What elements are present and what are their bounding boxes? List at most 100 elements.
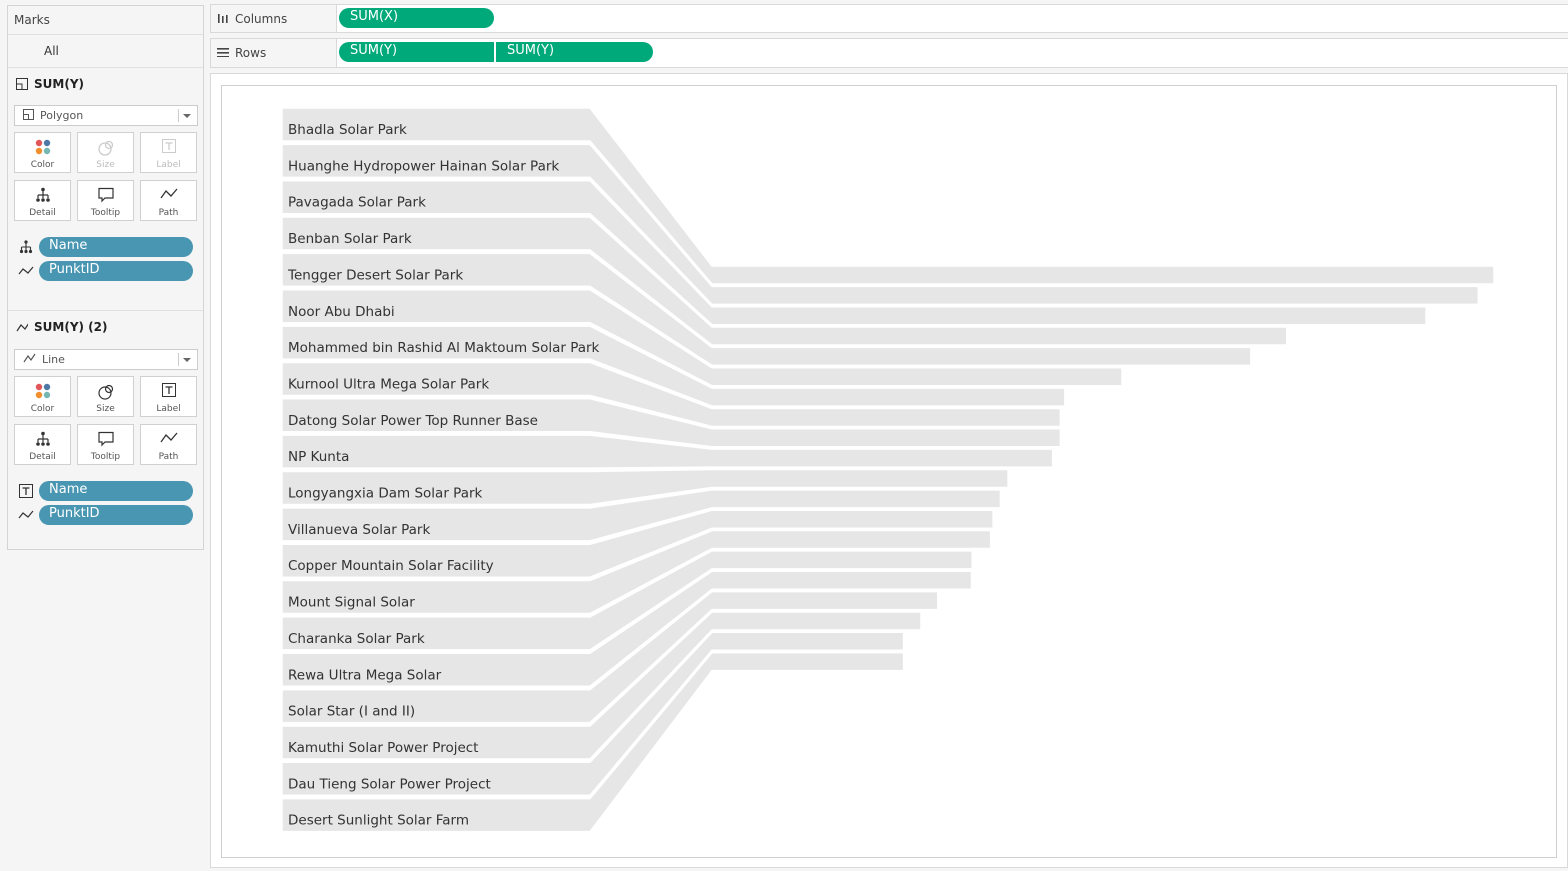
chevron-down-icon[interactable]	[183, 358, 191, 362]
viz-view: Bhadla Solar Park Huanghe Hydropower Hain…	[210, 73, 1568, 868]
detail-card[interactable]: Detail	[14, 424, 71, 465]
size-icon	[97, 140, 113, 156]
label-card[interactable]: Label	[140, 376, 197, 417]
category-label: Copper Mountain Solar Facility	[288, 558, 494, 574]
bar-15[interactable]	[281, 550, 973, 651]
category-label: Rewa Ultra Mega Solar	[288, 667, 442, 683]
category-label: Kurnool Ultra Mega Solar Park	[288, 376, 489, 392]
bar-1[interactable]	[281, 107, 1495, 285]
bar-17[interactable]	[281, 590, 939, 724]
card-label: Detail	[29, 208, 56, 218]
category-label: Charanka Solar Park	[288, 631, 425, 647]
sum-x-pill[interactable]: SUM(X)	[339, 8, 494, 28]
path-card[interactable]: Path	[140, 424, 197, 465]
mark-type-value: Line	[42, 353, 65, 366]
label-icon	[161, 383, 176, 397]
marks-header: Marks	[8, 6, 203, 35]
path-icon	[16, 261, 36, 281]
rows-icon	[217, 46, 229, 60]
columns-drop-area[interactable]: SUM(X)	[337, 5, 1568, 32]
rows-shelf[interactable]: Rows SUM(Y) SUM(Y)	[210, 38, 1568, 68]
category-label: Noor Abu Dhabi	[288, 304, 395, 320]
marks-card: Marks All SUM(Y) Polygon Color Size Labe…	[7, 5, 204, 550]
bar-13[interactable]	[281, 509, 994, 578]
bar-4[interactable]	[281, 216, 1288, 346]
punktid-pill[interactable]: PunktID	[39, 505, 193, 525]
line-icon	[16, 321, 28, 333]
category-label: Desert Sunlight Solar Farm	[288, 813, 469, 829]
color-dots-icon	[35, 139, 50, 155]
columns-shelf[interactable]: Columns SUM(X)	[210, 4, 1568, 33]
marks-pill-row-name	[16, 481, 196, 501]
bar-20[interactable]	[281, 651, 905, 833]
card-label: Detail	[29, 452, 56, 462]
rows-label-text: Rows	[235, 46, 267, 60]
category-label: Benban Solar Park	[288, 231, 412, 247]
bar-2[interactable]	[281, 143, 1480, 306]
category-label: NP Kunta	[288, 449, 349, 465]
mark-type-value: Polygon	[40, 109, 84, 122]
bar-11[interactable]	[281, 468, 1009, 506]
category-label: Huanghe Hydropower Hainan Solar Park	[288, 158, 559, 174]
category-label: Kamuthi Solar Power Project	[288, 740, 478, 756]
name-pill[interactable]: Name	[39, 237, 193, 257]
bar-14[interactable]	[281, 529, 992, 615]
polygon-icon	[16, 78, 28, 90]
punktid-pill[interactable]: PunktID	[39, 261, 193, 281]
chart-frame: Bhadla Solar Park Huanghe Hydropower Hain…	[221, 85, 1557, 858]
chevron-down-icon[interactable]	[183, 114, 191, 118]
name-pill[interactable]: Name	[39, 481, 193, 501]
tooltip-card[interactable]: Tooltip	[77, 424, 134, 465]
line-icon	[23, 353, 36, 367]
rows-shelf-label: Rows	[211, 39, 337, 67]
bar-12[interactable]	[281, 489, 1002, 542]
path-icon	[159, 432, 177, 443]
marks-section-sum-y-2[interactable]: SUM(Y) (2)	[8, 311, 203, 343]
category-label: Longyangxia Dam Solar Park	[288, 486, 483, 502]
bar-7[interactable]	[281, 325, 1066, 407]
sum-y-pill-2[interactable]: SUM(Y)	[496, 42, 653, 62]
label-card: Label	[140, 132, 197, 173]
marks-section-title: SUM(Y)	[34, 77, 84, 91]
columns-label-text: Columns	[235, 11, 288, 26]
path-icon	[159, 188, 177, 199]
tooltip-icon	[97, 431, 114, 447]
path-card[interactable]: Path	[140, 180, 197, 221]
card-label: Path	[158, 452, 179, 462]
category-label: Mount Signal Solar	[288, 595, 415, 611]
bar-9[interactable]	[281, 398, 1062, 448]
section-divider	[8, 310, 203, 311]
marks-pill-row-punktid	[16, 505, 196, 525]
detail-card[interactable]: Detail	[14, 180, 71, 221]
bar-3[interactable]	[281, 179, 1427, 326]
mark-type-dropdown[interactable]: Line	[14, 349, 198, 370]
tooltip-icon	[97, 187, 114, 203]
bar-5[interactable]	[281, 252, 1252, 367]
bar-10[interactable]	[281, 434, 1054, 469]
marks-section-title: SUM(Y) (2)	[34, 320, 108, 334]
marks-all-tab[interactable]: All	[8, 36, 203, 68]
bar-16[interactable]	[281, 570, 973, 687]
detail-icon	[35, 431, 50, 446]
card-label: Label	[156, 160, 181, 170]
mark-type-dropdown[interactable]: Polygon	[14, 105, 198, 126]
size-card[interactable]: Size	[77, 376, 134, 417]
bar-18[interactable]	[281, 611, 922, 760]
tooltip-card[interactable]: Tooltip	[77, 180, 134, 221]
bar-6[interactable]	[281, 289, 1123, 387]
rows-drop-area[interactable]: SUM(Y) SUM(Y)	[337, 39, 1568, 67]
bar-8[interactable]	[281, 361, 1062, 428]
category-label: Solar Star (I and II)	[288, 704, 415, 720]
card-label: Color	[30, 404, 55, 414]
category-label: Mohammed bin Rashid Al Maktoum Solar Par…	[288, 340, 600, 356]
color-dots-icon	[35, 383, 50, 399]
color-card[interactable]: Color	[14, 132, 71, 173]
marks-section-sum-y[interactable]: SUM(Y)	[8, 68, 203, 100]
color-card[interactable]: Color	[14, 376, 71, 417]
bar-19[interactable]	[281, 631, 905, 797]
sum-y-pill[interactable]: SUM(Y)	[339, 42, 494, 62]
card-label: Path	[158, 208, 179, 218]
size-icon	[97, 384, 113, 400]
columns-shelf-label: Columns	[211, 5, 337, 32]
card-label: Tooltip	[90, 208, 121, 218]
